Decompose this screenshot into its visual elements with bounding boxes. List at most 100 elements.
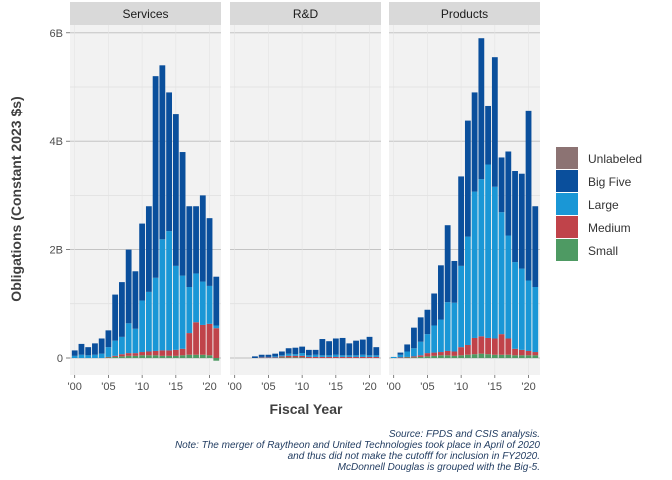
bar-segment-large [458, 265, 465, 348]
bar-segment-large [353, 355, 359, 357]
bar-segment-medium [186, 333, 193, 355]
bar-segment-large [112, 340, 119, 356]
bar-segment-medium [444, 350, 451, 356]
bar-segment-big-five [152, 76, 159, 278]
bar-segment-small [172, 355, 179, 358]
bar-segment-medium [292, 355, 299, 358]
bar-segment-big-five [458, 176, 465, 266]
bar-segment-big-five [92, 343, 98, 355]
bar-segment-medium [132, 353, 139, 356]
bar-segment-large [312, 354, 319, 357]
bar-segment-large [193, 273, 199, 323]
bar-segment-large [139, 300, 146, 353]
legend-swatch [556, 216, 578, 238]
bar-segment-small [451, 355, 458, 358]
bar-segment-small [471, 354, 478, 358]
bar-segment-small [438, 355, 444, 358]
bar-segment-large [305, 355, 312, 357]
bar-segment-big-five [179, 152, 186, 276]
bar-segment-small [292, 357, 299, 358]
bar-segment-large [105, 347, 112, 357]
bar-segment-medium [366, 356, 373, 358]
bar-segment-medium [105, 356, 112, 358]
legend-item-medium: Medium [556, 216, 631, 238]
bar-segment-large [438, 319, 444, 353]
bar-segment-big-five [491, 57, 498, 187]
bar-segment-big-five [105, 330, 112, 348]
bar-segment-medium [485, 337, 491, 355]
bar-segment-big-five [485, 105, 491, 165]
bar-segment-large [505, 235, 512, 339]
bar-segment-small [139, 355, 146, 358]
bar-segment-big-five [272, 353, 279, 357]
bar-segment-small [505, 354, 512, 358]
bar-segment-big-five [532, 206, 539, 287]
bar-segment-big-five [206, 218, 213, 286]
bar-segment-medium [213, 328, 220, 358]
bar-segment-medium [411, 356, 417, 358]
bar-segment-big-five [525, 110, 532, 281]
panel-background [230, 25, 381, 375]
bar-segment-large [265, 356, 272, 358]
x-tick-label: '20 [202, 381, 216, 393]
bar-segment-big-five [326, 341, 332, 356]
bar-segment-small [491, 354, 498, 358]
bar-segment-big-five [139, 223, 146, 301]
bar-segment-big-five [438, 265, 444, 320]
bar-segment-large [326, 355, 332, 357]
bar-segment-large [152, 277, 159, 351]
bar-segment-big-five [292, 347, 299, 355]
bar-segment-big-five [213, 276, 220, 326]
bar-segment-medium [532, 352, 539, 356]
bar-segment-medium [285, 355, 292, 358]
legend-item-small: Small [556, 239, 618, 261]
bar-segment-big-five [417, 317, 424, 342]
bar-segment-small [166, 355, 172, 358]
legend-swatch [556, 239, 578, 261]
legend-item-big-five: Big Five [556, 170, 632, 192]
bar-segment-big-five [125, 249, 132, 324]
legend-label: Unlabeled [588, 152, 642, 166]
legend-item-unlabeled: Unlabeled [556, 147, 642, 169]
bar-segment-medium [279, 356, 285, 358]
bar-segment-medium [417, 355, 424, 357]
bar-segment-medium [159, 350, 166, 356]
bar-segment-big-five [71, 350, 78, 356]
bar-segment-big-five [193, 206, 199, 274]
bar-segment-large [285, 353, 292, 356]
bar-segment-medium [125, 353, 132, 356]
bar-segment-large [299, 353, 306, 356]
x-tick-label: '00 [228, 381, 242, 393]
bar-segment-big-five [285, 348, 292, 354]
bar-segment-small [485, 354, 491, 358]
bar-segment-large [411, 348, 417, 357]
bar-segment-small [105, 357, 112, 358]
bar-segment-medium [431, 352, 438, 356]
x-tick-label: '10 [295, 381, 309, 393]
bar-segment-large [292, 354, 299, 356]
bar-segment-big-five [518, 173, 525, 269]
y-tick-label: 4B [50, 136, 63, 148]
bar-segment-big-five [359, 339, 366, 355]
bar-segment-medium [491, 338, 498, 355]
bar-segment-medium [346, 356, 353, 358]
panel-strip-label: Products [441, 7, 488, 21]
bar-segment-small [498, 354, 505, 358]
x-tick-label: '05 [101, 381, 115, 393]
caption-line: Note: The merger of Raytheon and United … [175, 440, 540, 451]
bar-segment-medium [464, 344, 471, 355]
bar-segment-small [478, 353, 485, 358]
bar-segment-large [532, 287, 539, 353]
bar-segment-large [119, 336, 125, 355]
legend-label: Large [588, 198, 619, 212]
bar-segment-big-five [312, 349, 319, 355]
bar-segment-small [417, 356, 424, 358]
bar-segment-medium [206, 323, 213, 356]
x-tick-label: '10 [135, 381, 149, 393]
bar-segment-medium [172, 349, 179, 356]
legend-label: Big Five [588, 175, 632, 189]
bar-segment-small [152, 355, 159, 358]
bar-segment-big-five [353, 340, 359, 356]
y-tick-label: 6B [50, 28, 63, 40]
